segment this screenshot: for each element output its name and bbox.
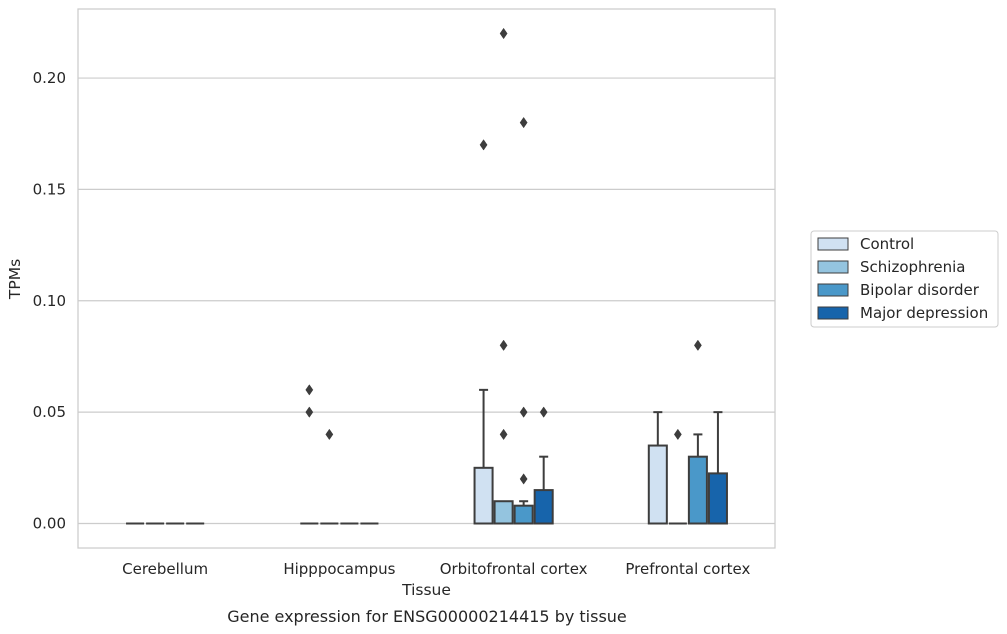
legend-entry: Schizophrenia: [817, 258, 965, 276]
legend-swatch: [817, 260, 849, 274]
outlier-point: [519, 406, 528, 418]
outlier-point: [519, 473, 528, 485]
box-schizophrenia: [668, 428, 687, 525]
x-tick-label: Hipppocampus: [283, 560, 395, 578]
box-control: [300, 384, 319, 525]
outlier-point: [693, 339, 702, 351]
box-schizophrenia: [320, 428, 339, 525]
box-body: [647, 444, 668, 525]
outlier-point: [305, 406, 314, 418]
box-body: [493, 500, 514, 525]
y-tick-label: 0.05: [33, 403, 66, 421]
box-schizophrenia: [493, 27, 514, 525]
box-body: [473, 466, 494, 525]
outlier-point: [499, 27, 508, 40]
outlier-point: [499, 339, 508, 351]
legend-label: Schizophrenia: [860, 258, 965, 276]
plot-frame: [77, 8, 776, 549]
y-tick-label: 0.15: [33, 180, 66, 198]
boxes: [126, 27, 728, 525]
legend-label: Bipolar disorder: [860, 281, 980, 299]
y-tick-labels: 0.00 0.05 0.10 0.15 0.20: [33, 69, 66, 532]
legend-entry: Control: [817, 235, 914, 253]
box-body: [687, 455, 708, 525]
box-control: [473, 139, 494, 525]
x-tick-label: Orbitofrontal cortex: [440, 560, 588, 578]
legend-swatch: [817, 237, 849, 251]
y-tick-label: 0.10: [33, 292, 66, 310]
legend-entry: Bipolar disorder: [817, 281, 980, 299]
x-axis-label: Tissue: [401, 581, 451, 599]
x-tick-labels: Cerebellum Hipppocampus Orbitofrontal cort…: [122, 560, 750, 578]
x-tick-label: Prefrontal cortex: [625, 560, 750, 578]
legend: Control Schizophrenia Bipolar disorder Majo…: [810, 230, 999, 328]
legend-swatch: [817, 306, 849, 320]
legend-frame: [810, 230, 999, 328]
box-body: [533, 489, 554, 525]
outlier-point: [673, 428, 682, 441]
legend-entry: Major depression: [817, 304, 988, 322]
gridlines: [78, 77, 775, 525]
y-tick-label: 0.20: [33, 69, 66, 87]
legend-label: Control: [860, 235, 914, 253]
y-axis-label: TPMs: [6, 259, 24, 300]
outlier-point: [519, 116, 528, 129]
legend-swatch: [817, 283, 849, 297]
outlier-point: [479, 139, 488, 151]
box-major-depression: [707, 411, 728, 525]
box-control: [647, 411, 668, 525]
box-body: [513, 504, 534, 525]
outlier-point: [305, 384, 314, 396]
legend-label: Major depression: [860, 304, 988, 322]
outlier-point: [539, 406, 548, 418]
box-bipolar-disorder: [687, 339, 708, 525]
box-bipolar-disorder: [513, 116, 534, 525]
box-major-depression: [533, 406, 554, 525]
outlier-point: [499, 428, 508, 441]
box-body: [707, 472, 728, 525]
y-tick-label: 0.00: [33, 515, 66, 533]
chart-caption: Gene expression for ENSG00000214415 by t…: [227, 607, 627, 626]
outlier-point: [325, 428, 334, 441]
x-tick-label: Cerebellum: [122, 560, 208, 578]
